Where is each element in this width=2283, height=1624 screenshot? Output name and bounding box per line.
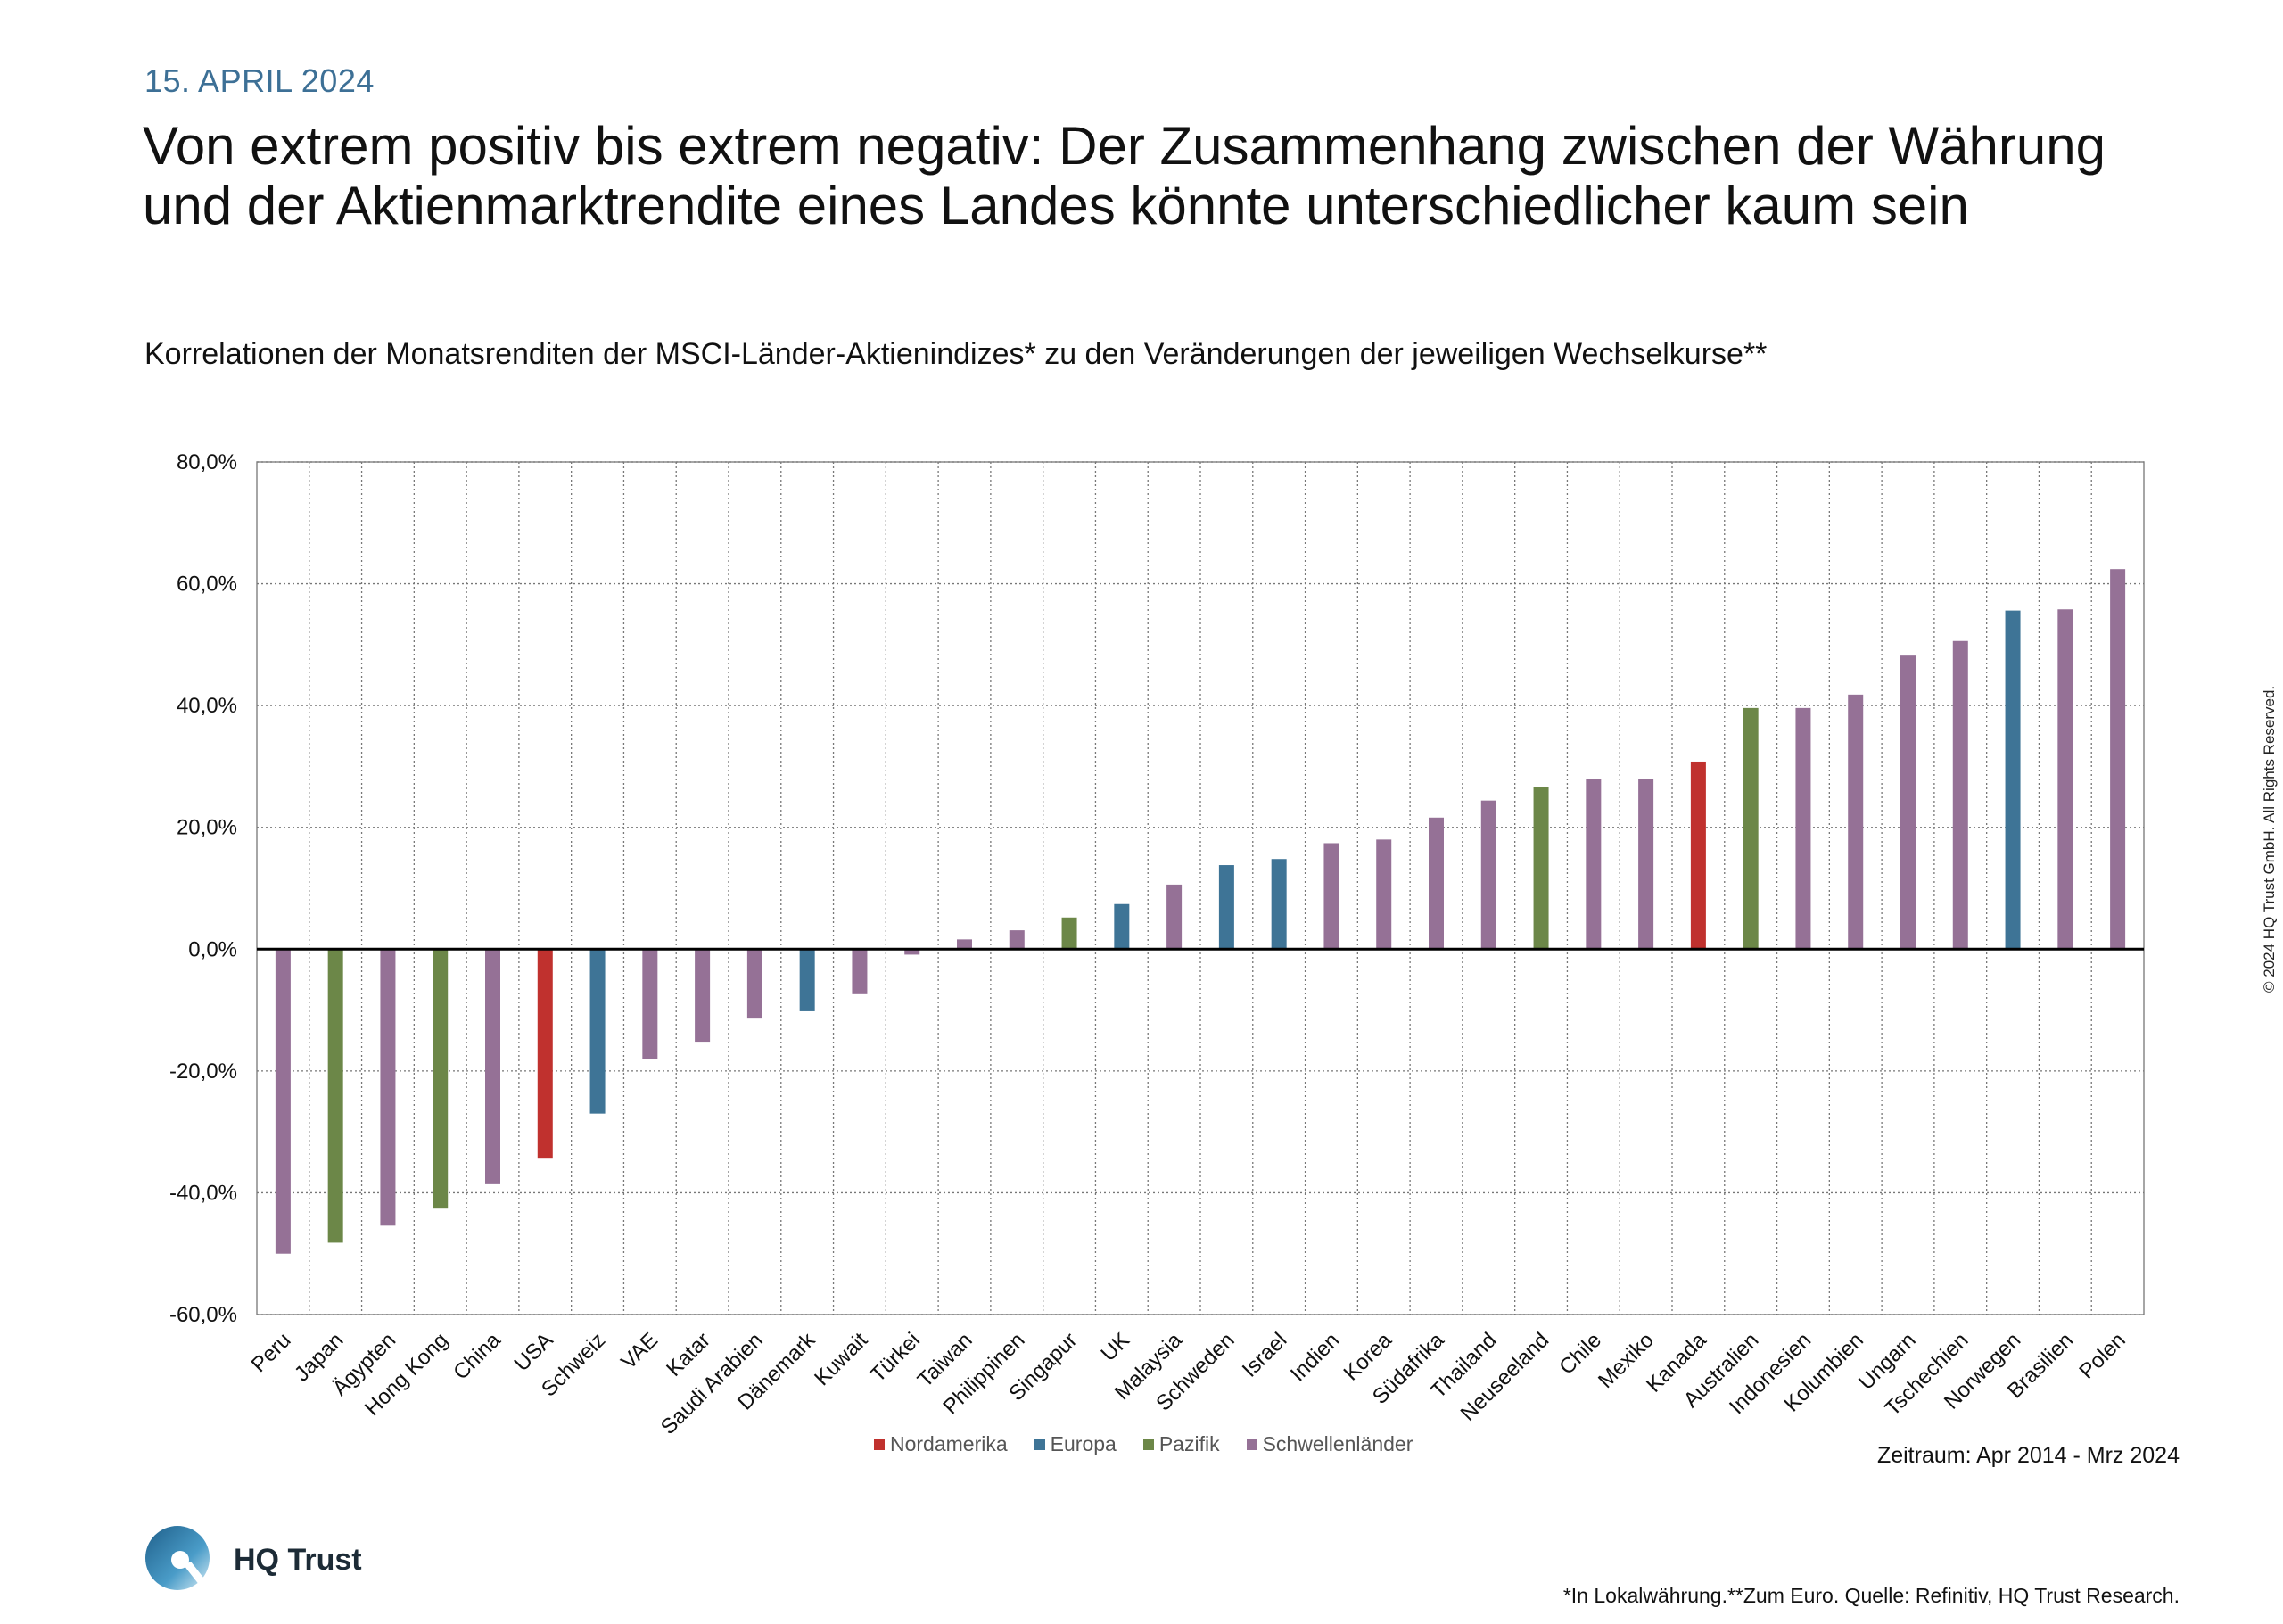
bar-uk xyxy=(1114,903,1130,950)
bar-australien xyxy=(1743,707,1759,950)
bar-israel xyxy=(1271,859,1287,950)
x-tick-label: UK xyxy=(1096,1328,1134,1366)
copyright-note: © 2024 HQ Trust GmbH. All Rights Reserve… xyxy=(2261,685,2278,993)
bar-ungarn xyxy=(1900,655,1916,950)
x-tick-label: Peru xyxy=(247,1328,296,1377)
bar-usa xyxy=(537,949,553,1159)
logo-mark-icon xyxy=(145,1526,210,1590)
bar-norwegen xyxy=(2005,610,2021,950)
bar-dänemark xyxy=(799,949,815,1011)
chart-subtitle: Korrelationen der Monatsrenditen der MSC… xyxy=(144,337,1768,371)
y-tick-label: -60,0% xyxy=(169,1303,237,1327)
bar-saudi-arabien xyxy=(746,949,762,1019)
bar-thailand xyxy=(1480,800,1496,950)
legend-swatch xyxy=(1034,1439,1045,1450)
legend-swatch xyxy=(1246,1439,1257,1450)
legend-swatch xyxy=(1142,1439,1154,1450)
bar-schweiz xyxy=(589,949,606,1114)
legend-label: Europa xyxy=(1050,1432,1117,1455)
bar-kanada xyxy=(1690,761,1706,950)
x-tick-label: Kuwait xyxy=(810,1328,872,1390)
bar-türkei xyxy=(904,949,920,955)
legend-swatch xyxy=(874,1439,885,1450)
logo-text: HQ Trust xyxy=(234,1542,362,1577)
source-footnote: *In Lokalwährung.**Zum Euro. Quelle: Ref… xyxy=(1562,1584,2180,1607)
legend-item: Nordamerika xyxy=(874,1432,1008,1456)
legend-item: Schwellenländer xyxy=(1246,1432,1413,1456)
bar-hong-kong xyxy=(433,949,449,1209)
bar-tschechien xyxy=(1952,640,1968,950)
bar-kolumbien xyxy=(1848,694,1864,950)
period-label: Zeitraum: Apr 2014 - Mrz 2024 xyxy=(1876,1443,2180,1468)
chart-legend: Nordamerika Europa Pazifik Schwellenländer xyxy=(874,1432,1413,1456)
y-tick-label: 20,0% xyxy=(177,816,237,840)
x-tick-label: VAE xyxy=(616,1328,663,1374)
bar-china xyxy=(485,949,500,1184)
bar-brasilien xyxy=(2057,609,2073,950)
bar-vae xyxy=(642,949,658,1059)
bar-chile xyxy=(1586,779,1602,950)
legend-item: Pazifik xyxy=(1142,1432,1220,1456)
x-tick-label: Israel xyxy=(1238,1328,1292,1382)
bar-singapur xyxy=(1061,917,1077,950)
legend-item: Europa xyxy=(1034,1432,1117,1456)
x-tick-label: USA xyxy=(510,1328,558,1376)
legend-label: Nordamerika xyxy=(890,1432,1008,1455)
bar-schweden xyxy=(1218,865,1234,950)
bar-ägypten xyxy=(380,949,396,1226)
report-date: 15. APRIL 2024 xyxy=(144,62,375,99)
y-tick-label: 80,0% xyxy=(177,450,237,474)
bar-neuseeland xyxy=(1533,787,1549,950)
bar-kuwait xyxy=(852,949,868,994)
x-tick-label: China xyxy=(449,1328,506,1385)
bar-korea xyxy=(1376,839,1392,950)
bar-katar xyxy=(695,949,711,1043)
x-tick-label: Indien xyxy=(1286,1328,1344,1386)
bar-philippinen xyxy=(1009,930,1025,950)
legend-label: Schwellenländer xyxy=(1262,1432,1413,1455)
bar-polen xyxy=(2110,569,2126,950)
bar-mexiko xyxy=(1638,779,1654,950)
bar-japan xyxy=(327,949,343,1243)
y-tick-label: 0,0% xyxy=(188,937,237,961)
y-tick-label: -40,0% xyxy=(169,1181,237,1205)
bar-indien xyxy=(1323,843,1339,950)
hq-trust-logo: HQ Trust xyxy=(144,1525,362,1595)
bar-südafrika xyxy=(1429,817,1444,950)
bar-peru xyxy=(275,949,291,1254)
bar-malaysia xyxy=(1166,884,1183,950)
y-tick-label: 40,0% xyxy=(177,694,237,718)
x-tick-label: Polen xyxy=(2074,1328,2131,1384)
bar-indonesien xyxy=(1795,707,1811,950)
bar-taiwan xyxy=(957,939,972,950)
legend-label: Pazifik xyxy=(1158,1432,1220,1455)
y-tick-label: -20,0% xyxy=(169,1059,237,1084)
correlation-bar-chart: 80,0% 60,0% 40,0% 20,0% 0,0% -20,0% -40,0% -60,… xyxy=(169,450,2145,1439)
page-title: Von extrem positiv bis extrem negativ: D… xyxy=(143,116,2106,235)
y-tick-label: 60,0% xyxy=(177,573,237,597)
